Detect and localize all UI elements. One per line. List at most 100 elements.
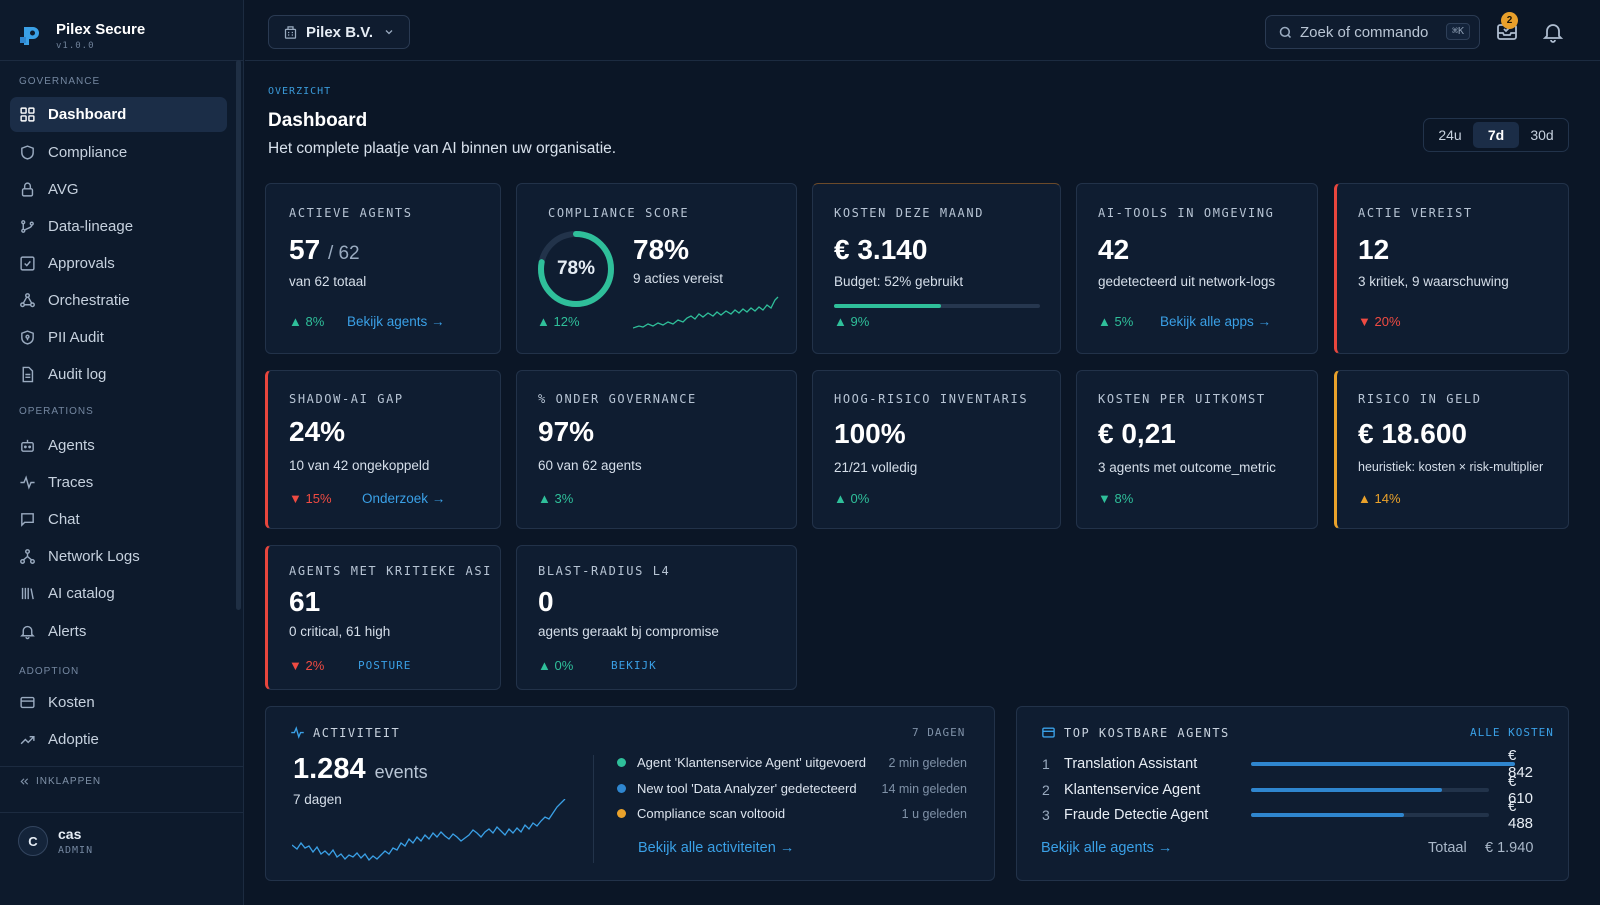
trend-value: 0% (850, 491, 870, 506)
shield-icon (21, 145, 34, 160)
card-sub: 3 agents met outcome_metric (1098, 460, 1276, 475)
credit-card-icon (1042, 727, 1055, 738)
card-ai-tools: AI-TOOLS IN OMGEVING 42 gedetecteerd uit… (1076, 183, 1318, 354)
sidebar-item-traces[interactable]: Traces (10, 465, 227, 500)
trend-down: ▼ 20% (1358, 314, 1401, 329)
total-label: Totaal (1428, 840, 1467, 856)
posture-link[interactable]: POSTURE (358, 659, 412, 672)
sidebar-scrollbar[interactable] (236, 60, 241, 610)
sidebar-item-audit-log[interactable]: Audit log (10, 357, 227, 392)
sidebar-item-kosten[interactable]: Kosten (10, 685, 227, 720)
agent-cost-bar-fill (1251, 788, 1443, 792)
agent-row[interactable]: 2 Klantenservice Agent € 610 (1042, 773, 1542, 807)
investigate-link[interactable]: Onderzoek → (362, 491, 446, 506)
card-value: € 18.600 (1358, 418, 1467, 449)
activity-item[interactable]: Agent 'Klantenservice Agent' uitgevoerd … (617, 755, 967, 770)
activity-time: 2 min geleden (888, 755, 967, 770)
agent-cost-bar (1251, 788, 1489, 792)
agent-name: Translation Assistant (1064, 756, 1198, 772)
document-icon (22, 366, 34, 383)
agent-amount: € 488 (1508, 798, 1534, 832)
bell-icon[interactable] (1541, 20, 1565, 44)
total-value: € 1.940 (1485, 840, 1534, 856)
trend-up: ▲ 5% (1098, 314, 1134, 329)
view-agents-link[interactable]: Bekijk agents → (347, 314, 445, 329)
org-switcher[interactable]: Pilex B.V. (268, 15, 410, 49)
range-24u[interactable]: 24u (1438, 127, 1462, 143)
sidebar-item-label: Agents (48, 437, 95, 454)
page-subtitle: Het complete plaatje van AI binnen uw or… (268, 140, 617, 157)
sidebar-item-dashboard[interactable]: Dashboard (10, 97, 227, 132)
user-menu[interactable]: C cas ADMIN (18, 826, 93, 856)
sidebar-item-orchestratie[interactable]: Orchestratie (10, 283, 227, 318)
network-icon (20, 549, 35, 564)
section-governance: GOVERNANCE (19, 76, 101, 87)
activity-item[interactable]: Compliance scan voltooid 1 u geleden (617, 806, 967, 821)
card-label: ACTIEVE AGENTS (289, 206, 413, 220)
sidebar-item-label: Traces (48, 474, 94, 491)
agent-row[interactable]: 3 Fraude Detectie Agent € 488 (1042, 798, 1542, 832)
range-30d[interactable]: 30d (1530, 127, 1554, 143)
ring-label: 78% (556, 258, 596, 279)
sidebar-item-network-logs[interactable]: Network Logs (10, 539, 227, 574)
card-sub: Budget: 52% gebruikt (834, 274, 964, 289)
brand-version: v1.0.0 (56, 41, 95, 51)
sidebar-item-ai-catalog[interactable]: AI catalog (10, 576, 227, 611)
search-placeholder: Zoek of commando (1300, 23, 1429, 41)
card-sub: 10 van 42 ongekoppeld (289, 458, 430, 473)
view-all-activity-link[interactable]: Bekijk alle activiteiten → (638, 840, 795, 856)
budget-progress (834, 304, 1040, 308)
all-costs-link[interactable]: ALLE KOSTEN (1470, 726, 1554, 739)
card-value: 78% (633, 234, 690, 265)
view-blast-link[interactable]: BEKIJK (611, 659, 657, 672)
lock-icon (21, 182, 34, 197)
shield-lock-icon (21, 330, 34, 345)
sidebar-item-avg[interactable]: AVG (10, 172, 227, 207)
sidebar-item-data-lineage[interactable]: Data-lineage (10, 209, 227, 244)
sidebar-item-chat[interactable]: Chat (10, 502, 227, 537)
top-agents-title: TOP KOSTBARE AGENTS (1064, 725, 1230, 740)
brand[interactable]: Pilex Secure v1.0.0 (18, 16, 145, 56)
activity-sparkline (292, 799, 566, 862)
page-title: Dashboard (268, 110, 368, 131)
trend-value: 9% (850, 314, 870, 329)
sidebar-item-agents[interactable]: Agents (10, 428, 227, 463)
collapse-button[interactable]: INKLAPPEN (19, 776, 101, 787)
activity-item[interactable]: New tool 'Data Analyzer' gedetecteerd 14… (617, 781, 967, 796)
card-sub: gedetecteerd uit network-logs (1098, 274, 1276, 289)
brand-name: Pilex Secure (56, 21, 146, 38)
agent-amount: € 842 (1508, 747, 1534, 781)
card-sub: 3 kritiek, 9 waarschuwing (1358, 274, 1509, 289)
sidebar-item-approvals[interactable]: Approvals (10, 246, 227, 281)
range-7d[interactable]: 7d (1473, 122, 1519, 148)
agent-row[interactable]: 1 Translation Assistant € 842 (1042, 747, 1542, 781)
top-agents-header: TOP KOSTBARE AGENTS (1041, 725, 1230, 740)
collapse-label: INKLAPPEN (36, 776, 102, 787)
search-input[interactable]: Zoek of commando ⌘K (1265, 15, 1480, 49)
activity-title: ACTIVITEIT (313, 725, 401, 740)
view-all-agents-link[interactable]: Bekijk alle agents → (1041, 840, 1173, 856)
budget-progress-fill (834, 304, 942, 308)
sidebar-item-alerts[interactable]: Alerts (10, 614, 227, 649)
bell-icon (20, 625, 35, 640)
sidebar-item-adoptie[interactable]: Adoptie (10, 722, 227, 757)
agent-amount: € 610 (1508, 773, 1534, 807)
card-label: ACTIE VEREIST (1358, 206, 1473, 220)
sidebar-item-pii-audit[interactable]: PII Audit (10, 320, 227, 355)
sidebar-item-compliance[interactable]: Compliance (10, 135, 227, 170)
total-count: / 62 (327, 243, 360, 264)
card-sub: heuristiek: kosten × risk-multiplier (1358, 460, 1544, 474)
trend-up: ▲ 0% (834, 491, 870, 506)
view-apps-link[interactable]: Bekijk alle apps → (1160, 314, 1272, 329)
card-value: 12 (1358, 234, 1390, 265)
trend-value: 8% (305, 314, 325, 329)
chat-icon (21, 513, 34, 527)
trend-up: ▲ 9% (834, 314, 870, 329)
sidebar-item-label: AVG (48, 181, 79, 198)
card-sub: 60 van 62 agents (538, 458, 642, 473)
activity-value: 1.284 (293, 753, 366, 785)
library-icon (21, 587, 34, 600)
agent-name: Klantenservice Agent (1064, 782, 1201, 798)
user-name: cas (58, 826, 82, 842)
agent-cost-bar-fill (1251, 813, 1404, 817)
